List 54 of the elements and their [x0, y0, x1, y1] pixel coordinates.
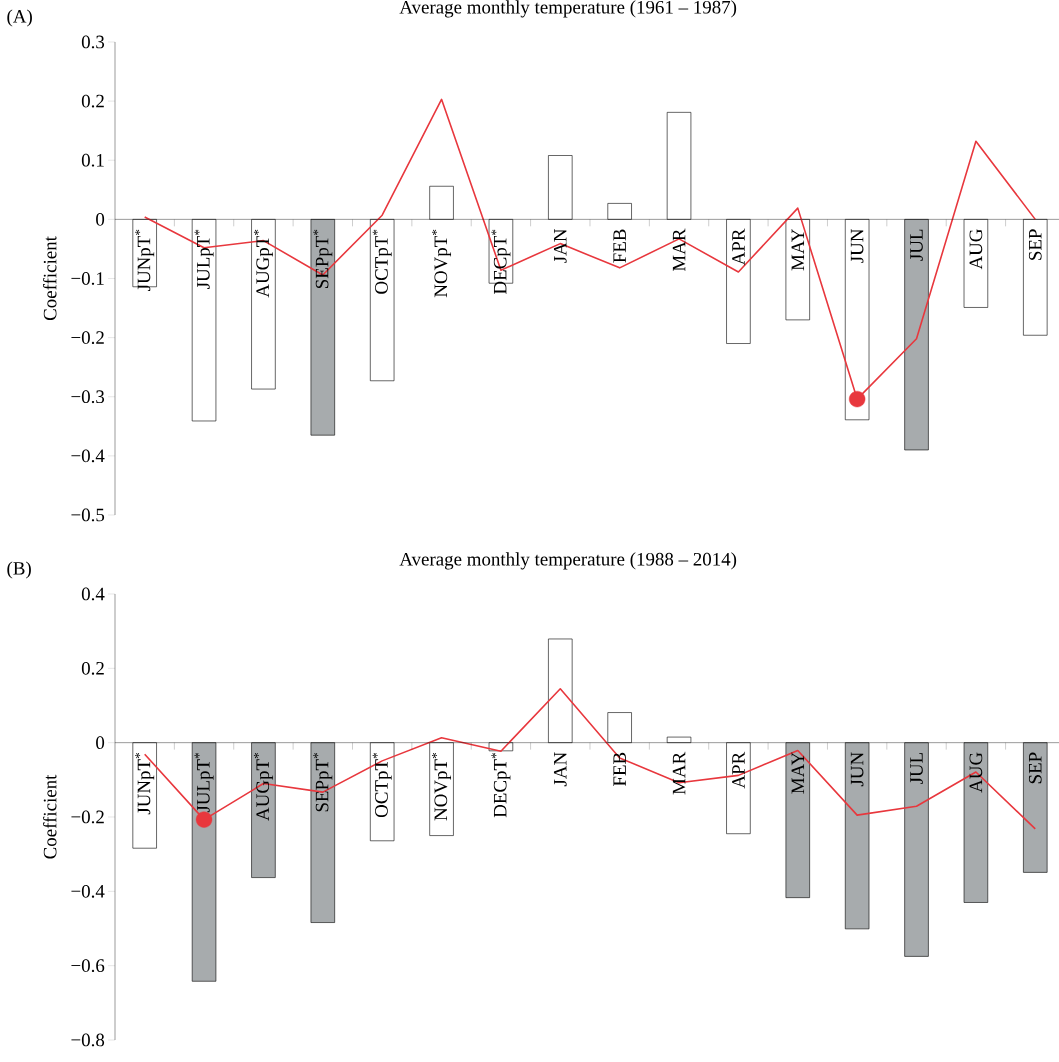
x-tick-label: JUNpT$^{*}$	[135, 752, 155, 815]
x-tick-label: NOVpT$^{*}$	[432, 229, 452, 298]
x-tick-label: AUGpT$^{*}$	[253, 229, 273, 298]
chart-title: Average monthly temperature (1988 – 2014)	[399, 552, 737, 570]
x-tick-label: MAY	[791, 752, 805, 794]
x-tick-label: JAN	[553, 228, 567, 263]
chart-title: Average monthly temperature (1961 – 1987)	[399, 0, 737, 18]
y-tick-label: −0.2	[71, 331, 104, 345]
y-tick-label: 0.2	[81, 94, 104, 108]
y-axis-title: Coefficient	[42, 774, 57, 859]
y-tick-label: −0.3	[71, 390, 105, 404]
y-tick-label: −0.4	[71, 449, 105, 463]
y-tick-label: −0.2	[71, 810, 104, 824]
y-tick-label: −0.6	[71, 959, 105, 973]
text: (B)	[7, 561, 31, 579]
x-tick-label: JUL	[910, 752, 923, 785]
y-tick-label: 0.4	[81, 587, 105, 601]
x-tick-label: AUGpT$^{*}$	[253, 752, 273, 821]
x-tick-label: NOVpT$^{*}$	[432, 752, 452, 821]
y-tick-label: −0.8	[71, 1033, 105, 1047]
x-tick-label: APR	[732, 228, 745, 266]
x-tick-label: JUN	[850, 752, 864, 787]
x-tick-label: AUG	[969, 752, 983, 793]
x-tick-label: APR	[732, 751, 745, 789]
x-tick-label: OCTpT$^{*}$	[372, 752, 392, 818]
y-tick-label: 0	[96, 212, 105, 226]
x-tick-label: MAY	[791, 229, 805, 271]
x-tick-label: FEB	[613, 752, 626, 786]
x-tick-label: JUNpT$^{*}$	[135, 229, 155, 291]
x-tick-label: JULpT$^{*}$	[194, 229, 214, 289]
x-tick-label: SEP	[1028, 752, 1042, 784]
x-tick-label: JUL	[910, 229, 923, 261]
x-tick-label: JAN	[553, 752, 567, 787]
y-tick-label: 0	[96, 736, 105, 750]
x-tick-label: DECpT$^{*}$	[491, 229, 511, 294]
y-axis-title: Coefficient	[42, 236, 57, 321]
x-tick-label: SEP	[1028, 229, 1042, 260]
x-tick-label: OCTpT$^{*}$	[372, 229, 392, 294]
y-tick-label: 0.2	[81, 661, 104, 675]
y-tick-label: −0.5	[71, 508, 105, 522]
x-tick-label: AUG	[969, 229, 983, 270]
x-tick-label: JULpT$^{*}$	[194, 752, 214, 813]
x-tick-label: MAR	[672, 751, 686, 795]
x-tick-label: MAR	[672, 228, 686, 272]
x-tick-label: JUN	[850, 228, 864, 263]
x-tick-label: SEPpT$^{*}$	[313, 752, 333, 812]
y-tick-label: 0.1	[81, 153, 104, 167]
x-tick-label: DECpT$^{*}$	[491, 752, 511, 818]
text: (A)	[7, 9, 32, 27]
y-tick-label: 0.3	[81, 35, 105, 49]
y-tick-label: −0.4	[71, 884, 105, 898]
x-tick-label: FEB	[613, 229, 626, 263]
y-tick-label: −0.1	[71, 272, 104, 285]
x-tick-label: SEPpT$^{*}$	[313, 229, 333, 289]
